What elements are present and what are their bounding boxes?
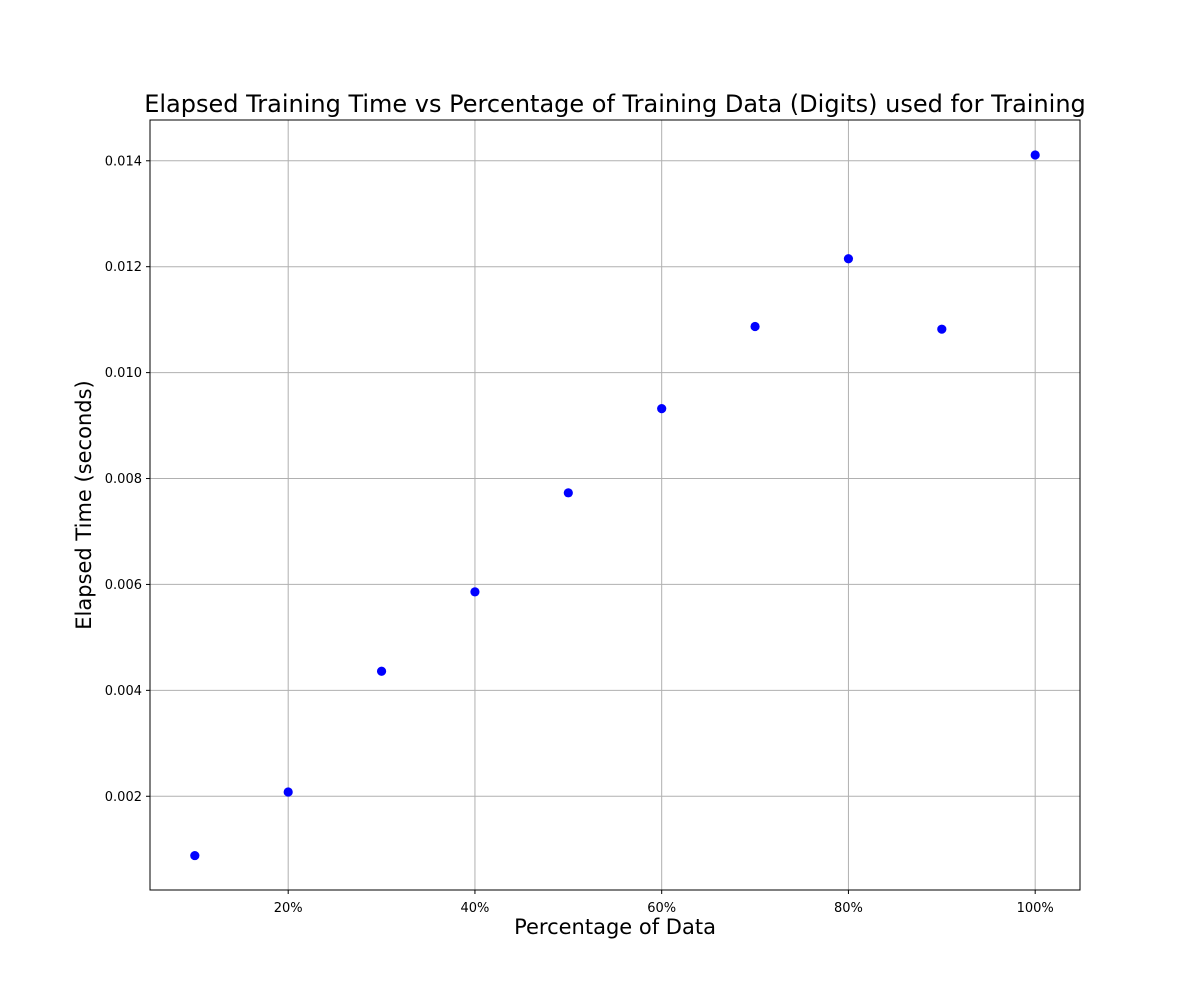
x-tick-label: 80% [834, 901, 863, 916]
data-point [750, 321, 760, 332]
grid-lines [150, 120, 1080, 890]
data-point [190, 850, 200, 861]
data-point [470, 587, 480, 597]
axis-ticks: 20% 40% 60% 80% 100% 0.002 0.004 0.006 0.008 0.01… [105, 154, 1054, 916]
data-point [937, 324, 947, 334]
data-point [563, 488, 573, 498]
data-point [843, 254, 854, 264]
y-axis-label: Elapsed Time (seconds) [72, 380, 96, 629]
data-point [1030, 150, 1040, 160]
data-point [657, 404, 667, 414]
x-tick-label: 60% [647, 901, 676, 916]
x-tick-label: 20% [274, 901, 303, 916]
chart-title: Elapsed Training Time vs Percentage of T… [144, 90, 1086, 118]
plot-frame [149, 119, 1081, 891]
data-points [190, 150, 1040, 861]
y-tick-label: 0.006 [105, 578, 142, 593]
data-point [283, 787, 293, 797]
y-tick-label: 0.004 [105, 684, 142, 699]
data-point [376, 666, 387, 676]
y-tick-label: 0.008 [105, 472, 142, 487]
y-tick-label: 0.002 [105, 790, 142, 805]
y-tick-label: 0.014 [105, 154, 142, 169]
x-tick-label: 100% [1017, 901, 1054, 916]
x-axis-label: Percentage of Data [514, 915, 716, 939]
x-tick-label: 40% [460, 901, 489, 916]
y-tick-label: 0.012 [105, 260, 142, 275]
y-tick-label: 0.010 [105, 366, 142, 381]
